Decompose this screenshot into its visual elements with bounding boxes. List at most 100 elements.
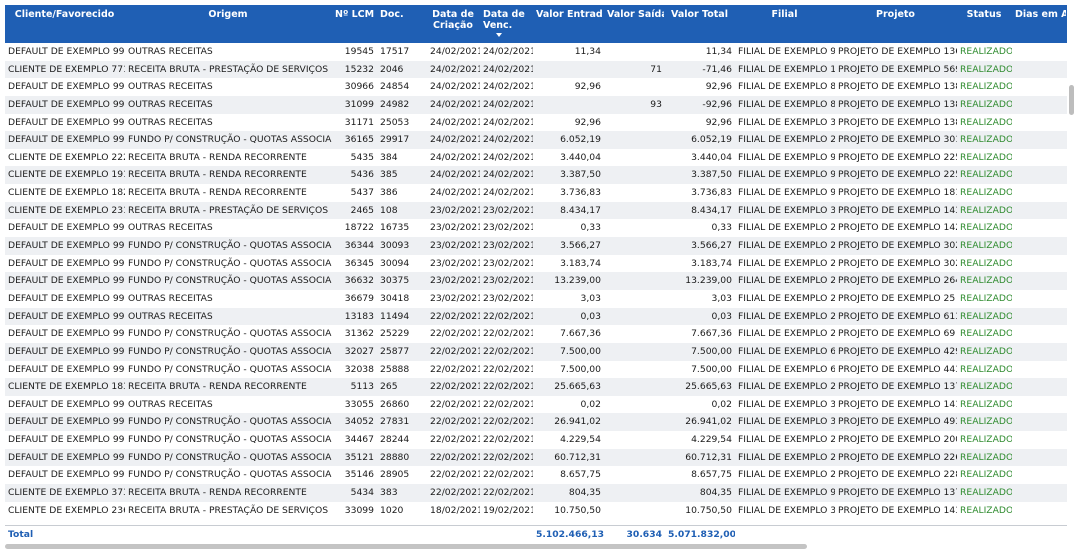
table-row[interactable]: CLIENTE DE EXEMPLO 2362 RECEITA BRUTA - P… [5,502,1067,520]
cell-data-venc: 23/02/2021 [483,240,533,252]
cell-doc: 24854 [380,81,410,93]
cell-projeto: PROJETO DE EXEMPLO 69 [838,328,956,340]
table-row[interactable]: CLIENTE DE EXEMPLO 2317 RECEITA BRUTA - P… [5,201,1067,220]
cell-filial: FILIAL DE EXEMPLO 2 [738,451,835,463]
cell-data-venc: 22/02/2021 [483,469,533,481]
cell-doc: 108 [380,204,398,216]
table-row[interactable]: DEFAULT DE EXEMPLO 9999 FUNDO P/ CONSTRUÇ… [5,448,1067,467]
cell-filial: FILIAL DE EXEMPLO 2 [738,469,835,481]
table-row[interactable]: CLIENTE DE EXEMPLO 191 RECEITA BRUTA - RE… [5,166,1067,185]
cell-data-criacao: 23/02/2021 [430,222,480,234]
table-row[interactable]: DEFAULT DE EXEMPLO 9999 OUTRAS RECEITAS 31… [5,114,1067,132]
table-row[interactable]: CLIENTE DE EXEMPLO 222 RECEITA BRUTA - RE… [5,149,1067,167]
cell-status: REALIZADO [960,151,1012,163]
cell-data-criacao: 22/02/2021 [430,487,480,499]
table-row[interactable]: CLIENTE DE EXEMPLO 3730 RECEITA BRUTA - R… [5,484,1067,502]
cell-valor-entradas: 0,03 [580,310,601,322]
table-row[interactable]: DEFAULT DE EXEMPLO 9999 FUNDO P/ CONSTRUÇ… [5,361,1067,379]
cell-valor-saidas [604,184,665,202]
cell-data-venc: 22/02/2021 [483,451,533,463]
table-row[interactable]: DEFAULT DE EXEMPLO 9999 OUTRAS RECEITAS 13… [5,307,1067,326]
cell-doc: 26860 [380,398,410,410]
cell-cliente: DEFAULT DE EXEMPLO 9999 [8,398,125,410]
table-row[interactable]: CLIENTE DE EXEMPLO 1832 RECEITA BRUTA - R… [5,378,1067,396]
column-header-valor-total[interactable]: Valor Total [671,9,728,20]
cell-valor-entradas [533,61,604,79]
cell-origem: FUNDO P/ CONSTRUÇÃO - QUOTAS ASSOCIADOS [128,451,332,463]
table-row[interactable]: DEFAULT DE EXEMPLO 9999 OUTRAS RECEITAS 18… [5,219,1067,237]
cell-filial: FILIAL DE EXEMPLO 9 [738,487,835,499]
sort-descending-icon [496,33,502,37]
cell-doc: 11494 [380,310,410,322]
table-row[interactable]: DEFAULT DE EXEMPLO 9999 OUTRAS RECEITAS 30… [5,78,1067,96]
cell-projeto: PROJETO DE EXEMPLO 1375 [838,381,957,393]
cell-valor-entradas: 0,33 [580,222,601,234]
cell-valor-saidas [604,343,665,361]
cell-lcm: 36165 [344,134,374,146]
table-row[interactable]: DEFAULT DE EXEMPLO 9999 FUNDO P/ CONSTRUÇ… [5,272,1067,290]
cell-lcm: 31099 [344,98,374,110]
column-header-filial[interactable]: Filial [771,9,798,20]
table-row[interactable]: DEFAULT DE EXEMPLO 9999 OUTRAS RECEITAS 19… [5,43,1067,61]
cell-valor-saidas [604,219,665,237]
cell-data-criacao: 22/02/2021 [430,451,480,463]
column-header-status[interactable]: Status [966,9,1002,20]
column-header-lcm[interactable]: Nº LCM [335,9,375,20]
cell-status: REALIZADO [960,504,1012,516]
cell-origem: FUNDO P/ CONSTRUÇÃO - QUOTAS ASSOCIADOS [128,345,332,357]
table-row[interactable]: DEFAULT DE EXEMPLO 9999 FUNDO P/ CONSTRUÇ… [5,342,1067,361]
column-header-projeto[interactable]: Projeto [876,9,915,20]
cell-valor-total: 0,03 [711,310,732,322]
column-header-doc[interactable]: Doc. [380,9,404,20]
table-row[interactable]: DEFAULT DE EXEMPLO 9999 OUTRAS RECEITAS 36… [5,290,1067,308]
column-header-valor-entradas[interactable]: Valor Entradas [536,9,603,20]
horizontal-scrollbar[interactable] [5,544,807,549]
cell-cliente: DEFAULT DE EXEMPLO 9999 [8,46,125,57]
cell-valor-entradas: 7.500,00 [560,363,601,375]
cell-valor-total: 8.657,75 [691,469,732,481]
column-header-cliente[interactable]: Cliente/Favorecido [14,9,115,20]
table-row[interactable]: DEFAULT DE EXEMPLO 9999 FUNDO P/ CONSTRUÇ… [5,325,1067,343]
cell-projeto: PROJETO DE EXEMPLO 302 [838,240,957,252]
table-row[interactable]: DEFAULT DE EXEMPLO 9999 FUNDO P/ CONSTRUÇ… [5,237,1067,255]
cell-valor-total: 3.183,74 [691,257,732,269]
table-row[interactable]: CLIENTE DE EXEMPLO 771 RECEITA BRUTA - PR… [5,60,1067,79]
table-row[interactable]: DEFAULT DE EXEMPLO 9999 FUNDO P/ CONSTRUÇ… [5,131,1067,149]
cell-projeto: PROJETO DE EXEMPLO 225 [838,151,957,163]
total-empty [377,526,427,542]
cell-data-criacao: 24/02/2021 [430,187,480,199]
cell-data-criacao: 24/02/2021 [430,46,480,57]
column-header-valor-saidas[interactable]: Valor Saídas [607,9,664,20]
cell-filial: FILIAL DE EXEMPLO 2 [738,134,835,146]
cell-doc: 25053 [380,116,410,128]
column-header-data-criacao[interactable]: Data de Criação [432,9,474,31]
column-header-origem[interactable]: Origem [208,9,248,20]
vertical-scrollbar[interactable] [1069,85,1074,115]
table-row[interactable]: DEFAULT DE EXEMPLO 9999 FUNDO P/ CONSTRUÇ… [5,413,1067,432]
cell-origem: OUTRAS RECEITAS [128,310,213,322]
cell-projeto: PROJETO DE EXEMPLO 1364 [838,46,957,57]
table-row[interactable]: DEFAULT DE EXEMPLO 9999 OUTRAS RECEITAS 33… [5,396,1067,414]
cell-valor-total: 3.440,04 [691,151,732,163]
cell-data-venc: 22/02/2021 [483,345,533,357]
cell-valor-entradas: 0,02 [580,398,601,410]
cell-origem: OUTRAS RECEITAS [128,81,213,93]
cell-data-venc: 22/02/2021 [483,416,533,428]
cell-valor-entradas [533,96,604,114]
cell-data-venc: 23/02/2021 [483,275,533,287]
column-header-dias-em-atraso[interactable]: Dias em Atr [1015,9,1066,20]
column-header-data-venc[interactable]: Data de Venc. [480,5,533,43]
table-row[interactable]: DEFAULT DE EXEMPLO 9999 FUNDO P/ CONSTRUÇ… [5,466,1067,484]
cell-data-criacao: 18/02/2021 [430,504,480,516]
cell-valor-entradas: 7.667,36 [560,328,601,340]
cell-lcm: 19545 [344,46,374,57]
cell-filial: FILIAL DE EXEMPLO 9 [738,187,835,199]
cell-valor-saidas [604,484,665,502]
table-row[interactable]: CLIENTE DE EXEMPLO 1821 RECEITA BRUTA - R… [5,184,1067,202]
table-row[interactable]: DEFAULT DE EXEMPLO 9999 FUNDO P/ CONSTRUÇ… [5,255,1067,273]
table-row[interactable]: DEFAULT DE EXEMPLO 9999 OUTRAS RECEITAS 31… [5,95,1067,114]
cell-cliente: DEFAULT DE EXEMPLO 9999 [8,275,125,287]
table-row[interactable]: DEFAULT DE EXEMPLO 9999 FUNDO P/ CONSTRUÇ… [5,431,1067,449]
cell-filial: FILIAL DE EXEMPLO 33 [738,398,835,410]
cell-lcm: 33099 [344,504,374,516]
